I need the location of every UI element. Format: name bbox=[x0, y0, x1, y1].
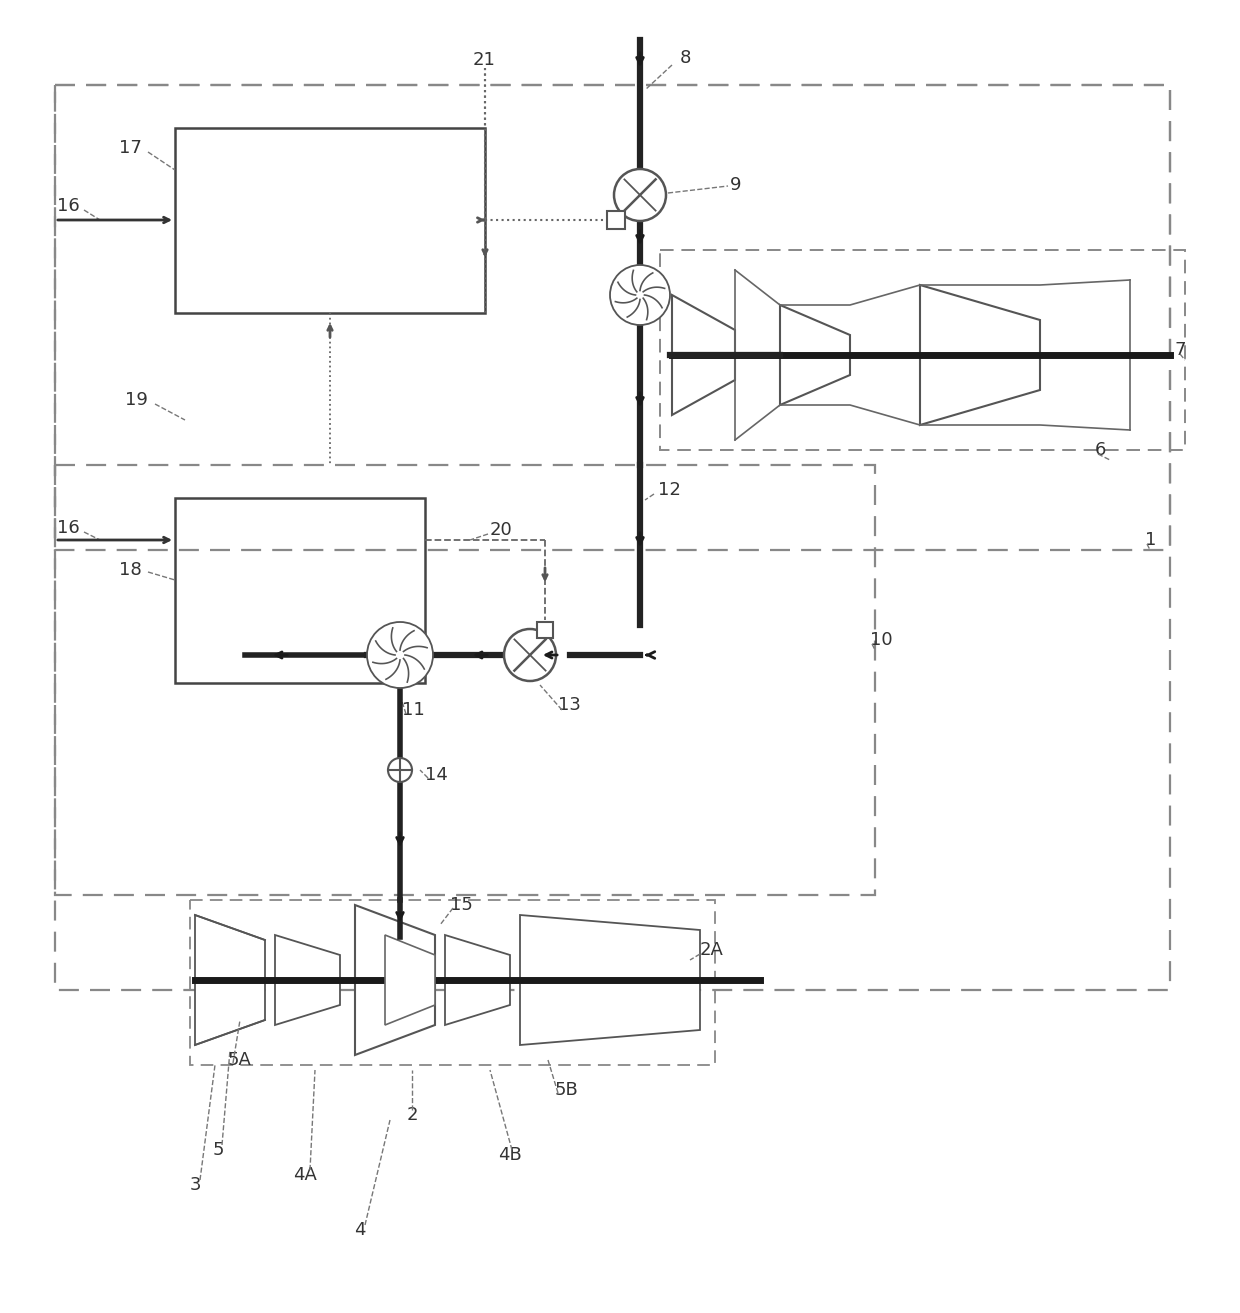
Polygon shape bbox=[355, 905, 435, 1056]
Circle shape bbox=[503, 629, 556, 681]
Bar bbox=[55, 465, 875, 895]
Text: 5: 5 bbox=[212, 1141, 223, 1159]
Bar bbox=[660, 249, 1185, 450]
Text: 16: 16 bbox=[57, 519, 81, 537]
Text: 13: 13 bbox=[558, 696, 580, 714]
Polygon shape bbox=[384, 935, 435, 1025]
Text: 5A: 5A bbox=[228, 1050, 252, 1069]
Bar bbox=[608, 211, 625, 228]
Text: 5B: 5B bbox=[556, 1081, 579, 1099]
Polygon shape bbox=[672, 295, 735, 415]
Text: 21: 21 bbox=[472, 51, 496, 70]
Polygon shape bbox=[445, 935, 510, 1025]
Text: 16: 16 bbox=[57, 197, 81, 215]
Circle shape bbox=[388, 758, 412, 783]
Bar bbox=[55, 85, 1171, 550]
Text: 2: 2 bbox=[407, 1106, 418, 1124]
Bar bbox=[175, 498, 425, 683]
Text: 4A: 4A bbox=[293, 1166, 317, 1184]
Text: 9: 9 bbox=[730, 176, 742, 194]
Circle shape bbox=[614, 169, 666, 221]
Circle shape bbox=[610, 265, 670, 326]
Text: 17: 17 bbox=[119, 139, 143, 158]
Polygon shape bbox=[275, 935, 340, 1025]
Polygon shape bbox=[520, 915, 701, 1045]
Polygon shape bbox=[195, 915, 265, 1045]
Text: 3: 3 bbox=[190, 1176, 201, 1194]
Text: 15: 15 bbox=[450, 895, 472, 914]
Text: 11: 11 bbox=[402, 701, 425, 720]
Text: 10: 10 bbox=[870, 632, 893, 649]
Bar bbox=[537, 622, 553, 638]
Polygon shape bbox=[920, 285, 1040, 425]
Text: 7: 7 bbox=[1176, 341, 1187, 358]
Text: 12: 12 bbox=[658, 481, 681, 499]
Bar bbox=[190, 899, 715, 1065]
Text: 4B: 4B bbox=[498, 1146, 522, 1165]
Bar bbox=[175, 127, 485, 312]
Text: 6: 6 bbox=[1095, 441, 1106, 460]
Text: 18: 18 bbox=[119, 561, 143, 579]
Text: 20: 20 bbox=[490, 521, 513, 540]
Text: 4: 4 bbox=[355, 1221, 366, 1239]
Text: 14: 14 bbox=[425, 765, 448, 784]
Text: 2A: 2A bbox=[701, 941, 724, 958]
Text: 19: 19 bbox=[125, 391, 148, 410]
Circle shape bbox=[367, 622, 433, 688]
Polygon shape bbox=[780, 305, 849, 404]
Text: 8: 8 bbox=[680, 49, 692, 67]
Text: 1: 1 bbox=[1145, 530, 1157, 549]
Bar bbox=[55, 85, 1171, 990]
